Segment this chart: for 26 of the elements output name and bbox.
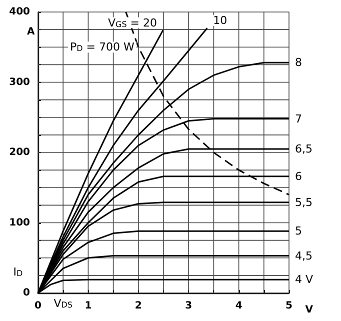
x-tick-label: 0 xyxy=(34,300,42,312)
series-label: VGS = 20 xyxy=(108,16,158,30)
series-label: 6,5 xyxy=(295,142,312,156)
y-tick-label: 100 xyxy=(9,217,30,228)
y-tick-label: 0 xyxy=(23,288,30,298)
x-tick-label: 2 xyxy=(134,300,142,312)
y-tick-label: 400 xyxy=(9,6,30,18)
series-label: PD = 700 W xyxy=(70,40,135,54)
series-label: 5,5 xyxy=(295,196,312,209)
series-label: 6 xyxy=(295,170,302,183)
series-label: 4,5 xyxy=(295,249,312,262)
series-label: 10 xyxy=(213,14,228,28)
y-tick-label: 200 xyxy=(9,147,30,158)
x-tick-label: 4 xyxy=(235,300,242,312)
series-label: 8 xyxy=(295,56,302,70)
y-axis-title: ID xyxy=(13,265,23,278)
x-axis-title: VDS xyxy=(54,297,72,310)
series-label: 7 xyxy=(295,112,302,126)
series-label: 5 xyxy=(295,224,302,238)
series-label: 4 V xyxy=(295,273,314,286)
text: V xyxy=(305,304,314,316)
x-tick-label: 1 xyxy=(84,300,92,312)
text: A xyxy=(27,26,35,38)
x-tick-label: 3 xyxy=(185,300,192,312)
x-tick-label: 5 xyxy=(286,300,293,312)
y-tick-label: 300 xyxy=(9,76,30,88)
